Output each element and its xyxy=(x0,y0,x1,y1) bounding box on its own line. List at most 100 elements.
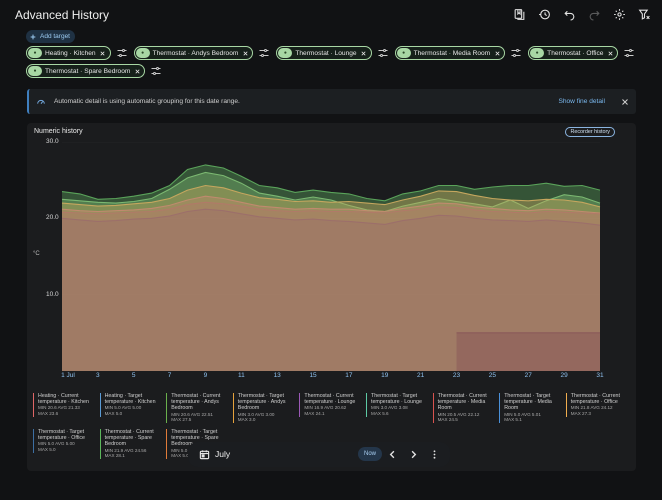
legend-max: MAX 24.1 xyxy=(304,411,325,416)
now-button[interactable]: Now xyxy=(358,447,382,461)
history-chart[interactable] xyxy=(62,142,628,374)
legend-avg: AVG 24.12 xyxy=(590,405,613,411)
legend-max: MAX 5.1 xyxy=(504,417,522,423)
redo-icon[interactable] xyxy=(586,6,602,22)
target-chip[interactable]: ● Heating · Kitchen xyxy=(26,46,111,60)
legend-min: MIN 5.0 xyxy=(104,405,122,411)
history-icon[interactable] xyxy=(536,6,552,22)
target-chip[interactable]: ● Thermostat · Media Room xyxy=(394,46,506,60)
legend-max: MAX 23.6 xyxy=(38,411,59,416)
tune-icon[interactable] xyxy=(116,47,128,59)
tune-icon[interactable] xyxy=(258,47,270,59)
bookmark-icon[interactable] xyxy=(511,6,527,22)
entity-icon: ● xyxy=(396,48,411,58)
chip-label: Thermostat · Office xyxy=(547,49,604,57)
remove-chip-icon[interactable] xyxy=(493,49,501,57)
legend-avg: AVG 21.33 xyxy=(57,405,80,411)
x-tick-label: 19 xyxy=(381,372,389,379)
legend-max: MAX 5.0 xyxy=(38,447,56,452)
show-fine-detail-link[interactable]: Show fine detail xyxy=(558,98,605,105)
legend-item[interactable]: Thermostat · Current temperature · Loung… xyxy=(299,393,365,417)
legend-label: Thermostat · Current temperature · Andys… xyxy=(171,393,221,412)
x-tick-label: 1 Jul xyxy=(61,372,75,379)
x-tick-label: 21 xyxy=(417,372,425,379)
target-chip[interactable]: ● Thermostat · Spare Bedroom xyxy=(26,64,146,78)
legend-item[interactable]: Heating · Current temperature · Kitchen M… xyxy=(33,393,99,417)
series-area-lounge xyxy=(62,209,600,371)
x-tick-label: 31 xyxy=(596,372,604,379)
legend-avg: AVG 5.00 xyxy=(121,405,142,411)
legend-min: MIN 20.6 xyxy=(38,405,58,411)
legend-label: Thermostat · Target temperature · Office xyxy=(38,429,86,442)
legend-max: MAX 5.6 xyxy=(371,411,389,416)
legend-item[interactable]: Thermostat · Current temperature · Spare… xyxy=(99,429,166,459)
tune-icon[interactable] xyxy=(623,47,635,59)
legend-item[interactable]: Heating · Target temperature · Kitchen MI… xyxy=(99,393,166,417)
remove-chip-icon[interactable] xyxy=(606,49,614,57)
legend-item[interactable]: Thermostat · Target temperature · Andys … xyxy=(232,393,299,423)
legend-stats: MIN 20.5 AVG 22.12 MAX 24.5 xyxy=(438,412,499,423)
legend-item[interactable]: Thermostat · Current temperature · Media… xyxy=(432,393,499,423)
legend-stats: MIN 3.0 AVG 3.00 MAX 3.0 xyxy=(238,412,299,423)
series-area-targets xyxy=(456,332,600,371)
target-chip[interactable]: ● Thermostat · Office xyxy=(528,46,619,60)
legend-item[interactable]: Thermostat · Target temperature · Media … xyxy=(499,393,565,423)
legend-min: MIN 21.9 xyxy=(104,447,125,453)
x-tick-label: 13 xyxy=(273,372,281,379)
chevron-right-icon[interactable] xyxy=(408,449,419,460)
top-bar: Advanced History xyxy=(0,0,662,30)
current-month[interactable]: July xyxy=(215,449,231,459)
tune-icon[interactable] xyxy=(150,65,162,77)
legend-min: MIN 5.0 xyxy=(504,411,522,417)
legend-label: Thermostat · Current temperature · Offic… xyxy=(570,393,620,406)
add-target-label: Add target xyxy=(40,33,70,40)
target-chip[interactable]: ● Thermostat · Andys Bedroom xyxy=(133,46,254,60)
entity-icon: ● xyxy=(135,48,150,58)
legend-stats: MIN 16.9 AVG 20.62 MAX 24.1 xyxy=(304,405,365,416)
undo-icon[interactable] xyxy=(561,6,577,22)
remove-chip-icon[interactable] xyxy=(133,67,141,75)
x-tick-label: 5 xyxy=(131,372,136,379)
recorder-history-button[interactable]: Recorder history xyxy=(565,127,615,137)
legend-item[interactable]: Thermostat · Current temperature · Offic… xyxy=(565,393,632,417)
legend-item[interactable]: Thermostat · Current temperature · Andys… xyxy=(166,393,232,423)
add-target-button[interactable]: Add target xyxy=(26,30,75,43)
legend-max: MAX 24.5 xyxy=(437,417,458,423)
tune-icon[interactable] xyxy=(510,47,522,59)
legend-max: MAX 3.0 xyxy=(237,417,256,423)
legend-item[interactable]: Thermostat · Target temperature · Lounge… xyxy=(366,393,432,417)
legend-label: Thermostat · Target temperature · Lounge xyxy=(371,393,422,406)
series-area-spare-bedroom xyxy=(62,164,600,371)
legend-avg: AVG 20.62 xyxy=(324,405,347,411)
target-chip[interactable]: ● Thermostat · Lounge xyxy=(276,46,372,60)
remove-chip-icon[interactable] xyxy=(360,49,368,57)
legend-min: MIN 5.0 xyxy=(171,447,189,453)
chip-label: Thermostat · Andys Bedroom xyxy=(152,49,239,57)
remove-chip-icon[interactable] xyxy=(241,49,249,57)
x-tick-label: 15 xyxy=(309,372,317,379)
legend-min: MIN 20.6 xyxy=(171,411,191,417)
legend-max: MAX 27.5 xyxy=(171,417,192,423)
x-tick-label: 29 xyxy=(560,372,568,379)
close-icon[interactable] xyxy=(620,97,630,107)
legend-label: Heating · Target temperature · Kitchen xyxy=(104,393,156,406)
series-line-office xyxy=(62,184,601,208)
x-tick-label: 27 xyxy=(524,372,532,379)
legend-item[interactable]: Thermostat · Target temperature · Office… xyxy=(33,429,99,453)
tune-icon[interactable] xyxy=(377,47,389,59)
legend-min: MIN 20.5 xyxy=(437,411,458,417)
series-line-spare-bedroom xyxy=(62,164,601,202)
legend-stats: MIN 3.0 AVG 3.08 MAX 5.6 xyxy=(371,405,432,416)
legend-stats: MIN 20.6 AVG 21.33 MAX 23.6 xyxy=(38,405,99,416)
remove-chip-icon[interactable] xyxy=(99,49,107,57)
clear-filter-icon[interactable] xyxy=(636,6,652,22)
numeric-history-card: Numeric history Recorder history °C 30.0… xyxy=(27,123,636,471)
more-options-icon[interactable] xyxy=(429,449,440,460)
chevron-left-icon[interactable] xyxy=(387,449,398,460)
calendar-icon[interactable] xyxy=(199,449,210,460)
settings-icon[interactable] xyxy=(611,6,627,22)
legend-label: Thermostat · Current temperature · Spare… xyxy=(104,429,154,448)
legend-max: MAX 5.0 xyxy=(104,411,123,416)
